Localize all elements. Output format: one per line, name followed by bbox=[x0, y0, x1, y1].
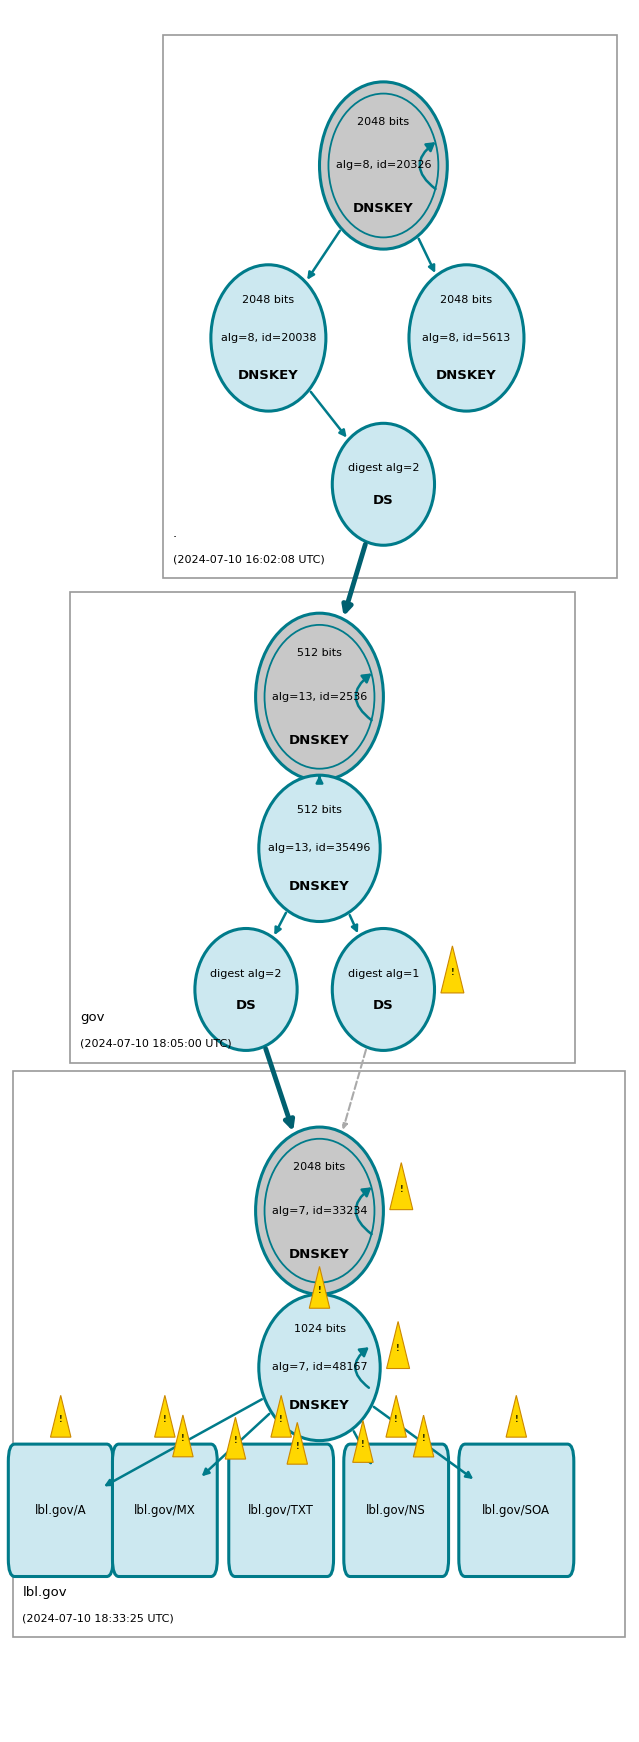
Ellipse shape bbox=[211, 265, 326, 411]
Ellipse shape bbox=[320, 82, 447, 249]
Polygon shape bbox=[441, 946, 464, 993]
Text: DNSKEY: DNSKEY bbox=[238, 369, 299, 383]
Ellipse shape bbox=[332, 928, 435, 1050]
Polygon shape bbox=[386, 1395, 406, 1437]
Ellipse shape bbox=[259, 775, 380, 922]
Text: 2048 bits: 2048 bits bbox=[440, 294, 493, 305]
Text: 2048 bits: 2048 bits bbox=[242, 294, 295, 305]
Text: !: ! bbox=[394, 1415, 398, 1423]
Text: DNSKEY: DNSKEY bbox=[289, 880, 350, 894]
Text: lbl.gov/NS: lbl.gov/NS bbox=[366, 1503, 426, 1517]
Text: lbl.gov: lbl.gov bbox=[22, 1587, 67, 1599]
Text: alg=8, id=20326: alg=8, id=20326 bbox=[335, 160, 431, 171]
Text: !: ! bbox=[399, 1185, 403, 1193]
Ellipse shape bbox=[265, 1139, 374, 1282]
Text: 2048 bits: 2048 bits bbox=[293, 1162, 346, 1172]
Ellipse shape bbox=[195, 928, 297, 1050]
Polygon shape bbox=[309, 1266, 330, 1308]
Text: DS: DS bbox=[373, 998, 394, 1012]
Text: !: ! bbox=[396, 1343, 400, 1352]
Polygon shape bbox=[155, 1395, 175, 1437]
Polygon shape bbox=[506, 1395, 527, 1437]
FancyBboxPatch shape bbox=[8, 1444, 113, 1577]
Text: !: ! bbox=[361, 1439, 365, 1449]
Polygon shape bbox=[271, 1395, 291, 1437]
Polygon shape bbox=[287, 1423, 307, 1465]
Text: !: ! bbox=[318, 1286, 321, 1294]
Text: !: ! bbox=[59, 1415, 63, 1423]
Text: lbl.gov/SOA: lbl.gov/SOA bbox=[482, 1503, 550, 1517]
Ellipse shape bbox=[265, 625, 374, 768]
Text: DNSKEY: DNSKEY bbox=[289, 1247, 350, 1261]
Ellipse shape bbox=[328, 94, 438, 237]
Text: lbl.gov/MX: lbl.gov/MX bbox=[134, 1503, 196, 1517]
Ellipse shape bbox=[409, 265, 524, 411]
Text: !: ! bbox=[514, 1415, 518, 1423]
Text: !: ! bbox=[279, 1415, 283, 1423]
Text: alg=8, id=20038: alg=8, id=20038 bbox=[220, 333, 316, 343]
Text: lbl.gov/TXT: lbl.gov/TXT bbox=[248, 1503, 314, 1517]
Polygon shape bbox=[413, 1415, 434, 1456]
Text: alg=7, id=33234: alg=7, id=33234 bbox=[272, 1205, 367, 1216]
Text: DS: DS bbox=[373, 493, 394, 507]
Polygon shape bbox=[225, 1418, 245, 1460]
Polygon shape bbox=[387, 1322, 410, 1369]
FancyArrowPatch shape bbox=[356, 674, 372, 719]
Text: (2024-07-10 18:33:25 UTC): (2024-07-10 18:33:25 UTC) bbox=[22, 1613, 174, 1624]
FancyBboxPatch shape bbox=[163, 35, 617, 578]
Text: 2048 bits: 2048 bits bbox=[357, 117, 410, 127]
Text: alg=8, id=5613: alg=8, id=5613 bbox=[422, 333, 511, 343]
Text: 512 bits: 512 bits bbox=[297, 805, 342, 815]
Text: gov: gov bbox=[80, 1012, 104, 1024]
Text: 1024 bits: 1024 bits bbox=[293, 1324, 346, 1334]
Polygon shape bbox=[390, 1162, 413, 1209]
Text: (2024-07-10 16:02:08 UTC): (2024-07-10 16:02:08 UTC) bbox=[173, 554, 324, 564]
FancyArrowPatch shape bbox=[420, 143, 436, 188]
Text: digest alg=2: digest alg=2 bbox=[348, 463, 419, 474]
Text: !: ! bbox=[234, 1437, 237, 1446]
FancyBboxPatch shape bbox=[344, 1444, 449, 1577]
Text: DS: DS bbox=[236, 998, 256, 1012]
Text: digest alg=1: digest alg=1 bbox=[348, 969, 419, 979]
Text: DNSKEY: DNSKEY bbox=[289, 1399, 350, 1413]
Text: digest alg=2: digest alg=2 bbox=[210, 969, 282, 979]
Ellipse shape bbox=[332, 423, 435, 545]
FancyBboxPatch shape bbox=[13, 1071, 625, 1637]
Text: !: ! bbox=[163, 1415, 167, 1423]
Ellipse shape bbox=[256, 613, 383, 780]
FancyBboxPatch shape bbox=[459, 1444, 574, 1577]
Text: !: ! bbox=[295, 1442, 299, 1451]
FancyBboxPatch shape bbox=[112, 1444, 217, 1577]
FancyArrowPatch shape bbox=[355, 1348, 369, 1388]
Text: alg=13, id=35496: alg=13, id=35496 bbox=[268, 843, 371, 854]
Text: !: ! bbox=[450, 969, 454, 977]
Text: DNSKEY: DNSKEY bbox=[436, 369, 497, 383]
Text: !: ! bbox=[181, 1434, 185, 1442]
Ellipse shape bbox=[259, 1294, 380, 1441]
Text: lbl.gov/A: lbl.gov/A bbox=[35, 1503, 86, 1517]
Text: alg=13, id=2536: alg=13, id=2536 bbox=[272, 692, 367, 702]
FancyArrowPatch shape bbox=[356, 1188, 372, 1233]
FancyBboxPatch shape bbox=[70, 592, 575, 1063]
Polygon shape bbox=[353, 1420, 373, 1462]
Text: alg=7, id=48167: alg=7, id=48167 bbox=[272, 1362, 367, 1373]
Polygon shape bbox=[173, 1415, 193, 1456]
Text: !: ! bbox=[422, 1434, 426, 1444]
Text: .: . bbox=[173, 528, 176, 540]
Ellipse shape bbox=[256, 1127, 383, 1294]
Text: 512 bits: 512 bits bbox=[297, 648, 342, 658]
Polygon shape bbox=[50, 1395, 71, 1437]
Text: (2024-07-10 18:05:00 UTC): (2024-07-10 18:05:00 UTC) bbox=[80, 1038, 231, 1049]
Text: DNSKEY: DNSKEY bbox=[353, 202, 414, 216]
Text: DNSKEY: DNSKEY bbox=[289, 733, 350, 747]
FancyBboxPatch shape bbox=[229, 1444, 334, 1577]
